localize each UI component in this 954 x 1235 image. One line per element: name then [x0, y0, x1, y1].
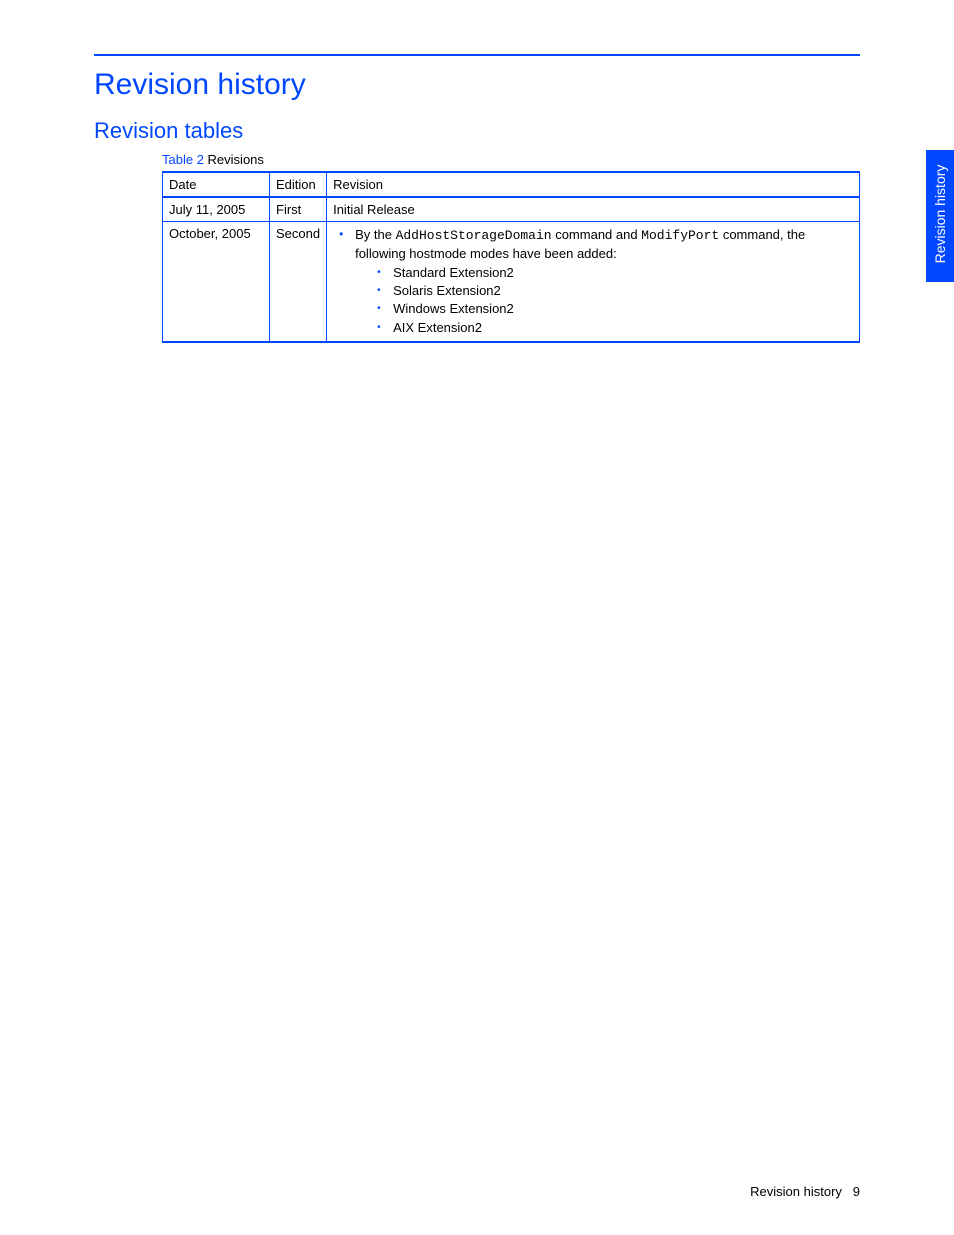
revision-table: Date Edition Revision July 11, 2005 Firs… [162, 171, 860, 343]
sub-list: Standard Extension2 Solaris Extension2 W… [355, 264, 853, 337]
page-content: Revision history Revision tables Table 2… [94, 54, 860, 343]
col-revision: Revision [327, 172, 860, 197]
table-caption: Table 2 Revisions [162, 152, 860, 167]
bullet-icon: • [339, 228, 343, 240]
cell-revision: Initial Release [327, 197, 860, 222]
list-item: Windows Extension2 [377, 300, 853, 318]
cell-revision: • By the AddHostStorageDomain command an… [327, 222, 860, 342]
list-item: Solaris Extension2 [377, 282, 853, 300]
col-date: Date [163, 172, 270, 197]
cell-date: October, 2005 [163, 222, 270, 342]
side-tab: Revision history [926, 150, 954, 282]
footer-section: Revision history [750, 1184, 842, 1199]
table-row: July 11, 2005 First Initial Release [163, 197, 860, 222]
col-edition: Edition [270, 172, 327, 197]
side-tab-label: Revision history [932, 148, 948, 280]
page-title: Revision history [94, 68, 860, 102]
footer-page-number: 9 [853, 1184, 860, 1199]
page-footer: Revision history 9 [750, 1184, 860, 1199]
cell-edition: Second [270, 222, 327, 342]
code-text: AddHostStorageDomain [396, 228, 552, 243]
list-item: Standard Extension2 [377, 264, 853, 282]
code-text: ModifyPort [641, 228, 719, 243]
caption-text-value: Revisions [208, 152, 264, 167]
list-item: AIX Extension2 [377, 319, 853, 337]
cell-date: July 11, 2005 [163, 197, 270, 222]
revision-lead: By the AddHostStorageDomain command and … [355, 226, 853, 262]
caption-label: Table 2 [162, 152, 204, 167]
table-header-row: Date Edition Revision [163, 172, 860, 197]
table-row: October, 2005 Second • By the AddHostSto… [163, 222, 860, 342]
section-title: Revision tables [94, 118, 860, 144]
cell-edition: First [270, 197, 327, 222]
